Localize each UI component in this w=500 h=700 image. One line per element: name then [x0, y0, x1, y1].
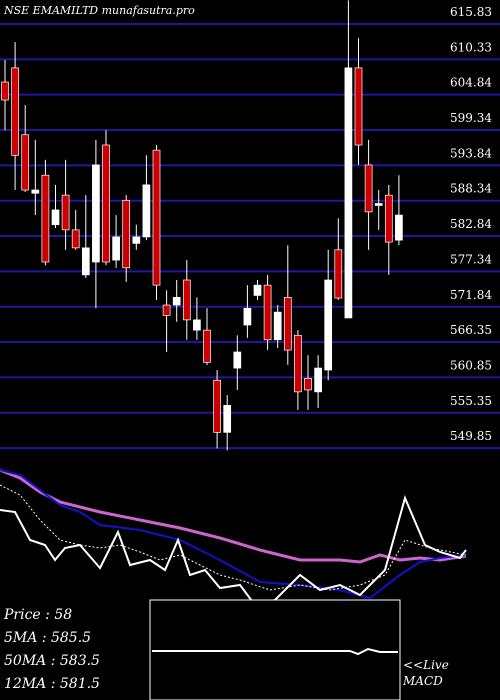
y-tick-label: 599.34: [450, 111, 492, 125]
candle-body: [283, 297, 292, 351]
info-panel: Price : 58 5MA : 585.5 50MA : 583.5 12MA : …: [3, 607, 449, 692]
candle-body: [384, 194, 393, 243]
avg-line: [0, 484, 467, 591]
y-tick-label: 549.85: [450, 429, 492, 443]
candle-body: [152, 149, 161, 286]
candle-body: [132, 236, 141, 244]
candle-body: [142, 184, 151, 238]
candle-body: [41, 174, 50, 263]
candle-body: [304, 378, 312, 391]
candle-body: [253, 284, 262, 296]
candle-body: [172, 297, 181, 306]
chart-title: NSE EMAMILTD munafasutra.pro: [3, 4, 195, 17]
candle-body: [314, 367, 322, 393]
candle-body: [122, 199, 131, 269]
y-tick-label: 615.83: [450, 5, 492, 19]
candle-body: [61, 194, 70, 231]
candle-body: [223, 405, 232, 433]
macd-label: MACD: [402, 674, 443, 688]
candle-body: [51, 209, 60, 226]
candle-body: [162, 304, 171, 316]
candle-body: [374, 203, 383, 206]
info-text: Price : 58: [3, 607, 72, 623]
macd-histogram-line: [152, 647, 398, 656]
y-tick-label: 588.34: [450, 182, 492, 196]
y-tick-label: 604.84: [450, 76, 492, 90]
candle-body: [102, 144, 110, 263]
candle-body: [193, 319, 201, 331]
candle-body: [395, 214, 403, 241]
y-tick-label: 571.84: [450, 288, 492, 302]
y-tick-label: 566.35: [450, 323, 492, 337]
info-text: 5MA : 585.5: [4, 630, 91, 646]
candle-body: [21, 134, 30, 191]
signal-line: [0, 469, 467, 600]
candle-body: [273, 311, 282, 341]
candle-body: [324, 279, 333, 371]
candle-body: [243, 307, 252, 326]
candle-body: [112, 236, 120, 261]
y-tick-label: 555.35: [450, 394, 492, 408]
candle-body: [31, 189, 40, 194]
y-tick-label: 593.84: [450, 146, 492, 160]
candle-body: [11, 67, 19, 156]
y-tick-label: 577.34: [450, 252, 492, 266]
candle-body: [1, 81, 9, 101]
candle-body: [182, 279, 191, 321]
candle-body: [233, 351, 242, 369]
candle-body: [294, 334, 302, 393]
candle-body: [334, 249, 343, 299]
candle-body: [344, 67, 353, 319]
candle-body: [203, 329, 211, 363]
macd-line: [0, 494, 467, 607]
info-text: 12MA : 581.5: [4, 676, 100, 692]
y-tick-label: 560.85: [450, 358, 492, 372]
candle-body: [364, 164, 373, 213]
y-tick-label: 610.33: [450, 40, 492, 54]
candle-body: [263, 284, 272, 341]
indicator-panel: [0, 468, 467, 607]
info-text: 50MA : 583.5: [4, 653, 100, 669]
candle-body: [213, 379, 221, 433]
candle-body: [71, 229, 80, 249]
candle-body: [354, 67, 363, 146]
y-tick-label: 582.84: [450, 217, 492, 231]
ma-line: [0, 468, 467, 564]
candle-body: [92, 164, 100, 263]
macd-label: <<Live: [403, 658, 449, 672]
candle-body: [81, 247, 90, 276]
